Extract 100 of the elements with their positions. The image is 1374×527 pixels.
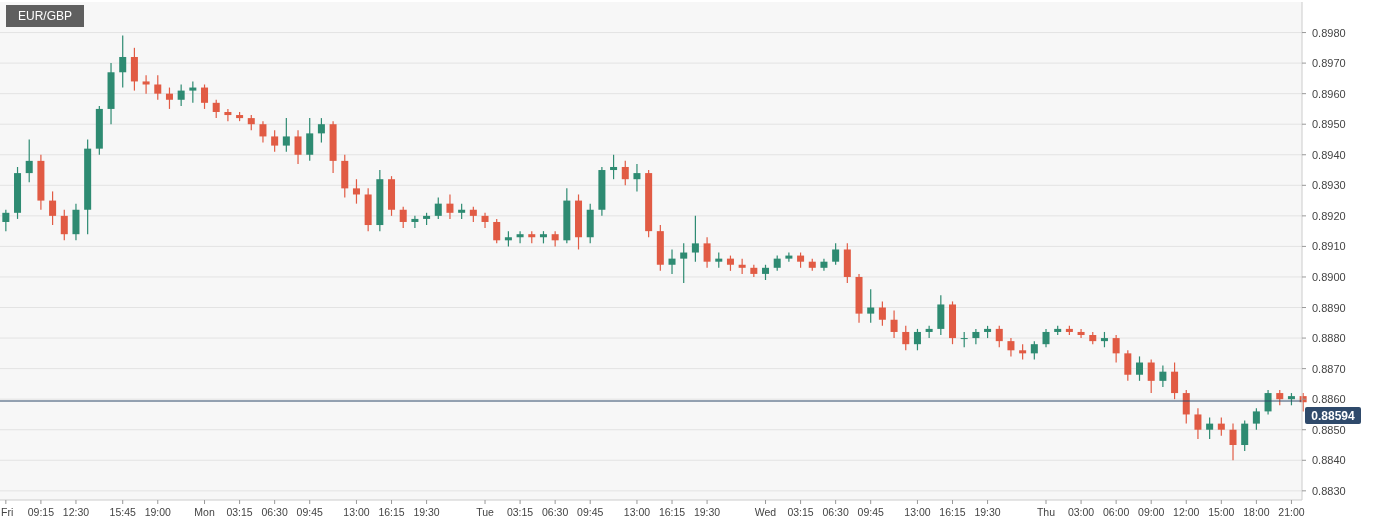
candlestick bbox=[317, 117, 325, 144]
x-tick-label: 06:30 bbox=[542, 506, 569, 518]
candlestick bbox=[995, 325, 1003, 348]
text: EUR/GBP bbox=[17, 9, 73, 23]
candlestick bbox=[867, 288, 875, 324]
candlestick bbox=[680, 242, 688, 284]
candlestick bbox=[154, 74, 162, 101]
y-tick-label: 0.8830 bbox=[1312, 484, 1346, 497]
candlestick bbox=[738, 258, 746, 275]
x-tick-label: 19:00 bbox=[144, 506, 172, 518]
y-tick-label: 0.8920 bbox=[1312, 209, 1346, 222]
x-tick-label: 03:00 bbox=[1067, 506, 1095, 518]
y-tick-label: 0.8960 bbox=[1312, 87, 1346, 100]
candlestick bbox=[610, 154, 618, 180]
candlestick bbox=[212, 99, 220, 119]
candlestick bbox=[1077, 328, 1085, 339]
candlestick bbox=[972, 328, 980, 345]
x-tick-label: 19:30 bbox=[413, 506, 440, 518]
candlestick bbox=[633, 163, 641, 193]
y-tick-label: 0.8860 bbox=[1312, 393, 1346, 406]
x-tick-label: 13:00 bbox=[343, 506, 370, 518]
x-tick-label: Mon bbox=[194, 506, 215, 518]
candlestick bbox=[481, 212, 489, 229]
candlestick bbox=[224, 108, 232, 122]
x-tick-label: Thu bbox=[1036, 506, 1056, 518]
x-tick-label: 09:45 bbox=[296, 506, 324, 518]
candlestick bbox=[1299, 392, 1307, 412]
candlestick bbox=[1159, 364, 1167, 388]
candlestick bbox=[259, 120, 267, 144]
candlestick bbox=[493, 218, 501, 244]
x-tick-label: Fri bbox=[1, 506, 14, 518]
y-tick-label: 0.8840 bbox=[1312, 454, 1346, 467]
x-tick-label: 12:30 bbox=[62, 506, 90, 518]
candlestick bbox=[294, 129, 302, 165]
x-tick-label: 09:15 bbox=[27, 506, 55, 518]
y-tick-label: 0.8970 bbox=[1312, 57, 1346, 70]
candlestick bbox=[2, 209, 10, 232]
x-tick-label: 03:15 bbox=[506, 506, 534, 518]
candlestick bbox=[785, 251, 793, 263]
y-tick-label: 0.8900 bbox=[1312, 270, 1346, 283]
x-tick-label: 15:00 bbox=[1208, 506, 1235, 518]
x-tick-label: 13:00 bbox=[623, 506, 651, 518]
candlestick bbox=[411, 215, 419, 229]
x-tick-label: 16:15 bbox=[378, 506, 405, 518]
x-tick-label: 19:30 bbox=[693, 506, 721, 518]
x-tick-label: 06:30 bbox=[822, 506, 849, 518]
x-tick-label: 15:45 bbox=[109, 506, 137, 518]
ref-line-label: 0.88594 bbox=[1311, 409, 1356, 424]
candlestick bbox=[271, 129, 279, 153]
y-tick-label: 0.8910 bbox=[1312, 240, 1346, 253]
x-tick-label: Wed bbox=[754, 506, 777, 518]
y-tick-label: 0.8950 bbox=[1312, 118, 1346, 131]
y-tick-label: 0.8980 bbox=[1312, 26, 1346, 39]
x-tick-label: 06:00 bbox=[1102, 506, 1130, 518]
x-tick-label: 03:15 bbox=[787, 506, 814, 518]
candlestick bbox=[902, 325, 910, 351]
y-tick-label: 0.8870 bbox=[1312, 362, 1346, 375]
candlestick bbox=[1252, 407, 1260, 431]
candlestick bbox=[142, 74, 150, 95]
candlestick bbox=[1241, 419, 1249, 452]
candlestick bbox=[1112, 334, 1120, 364]
candlestick bbox=[1147, 358, 1155, 394]
x-tick-label: 09:45 bbox=[577, 506, 604, 518]
candlestick bbox=[399, 206, 407, 229]
candlestick bbox=[1171, 361, 1179, 400]
candlestick bbox=[352, 178, 360, 205]
candlestick bbox=[1206, 416, 1214, 440]
candlestick bbox=[878, 300, 886, 327]
candlestick bbox=[1217, 416, 1225, 437]
y-tick-label: 0.8890 bbox=[1312, 301, 1346, 314]
candlestick bbox=[165, 86, 173, 110]
candlestick bbox=[1136, 355, 1144, 382]
candlestick bbox=[282, 117, 290, 153]
candlestick bbox=[925, 325, 933, 339]
candlestick bbox=[691, 215, 699, 263]
candlestick bbox=[1030, 340, 1038, 361]
candlestick bbox=[201, 83, 209, 110]
x-tick-label: 16:15 bbox=[658, 506, 686, 518]
candlestick bbox=[25, 138, 33, 183]
candlestick bbox=[177, 83, 185, 107]
candlestick bbox=[1229, 423, 1237, 461]
candlestick bbox=[434, 196, 442, 220]
x-tick-label: 18:00 bbox=[1243, 506, 1270, 518]
x-tick-label: 19:30 bbox=[974, 506, 1001, 518]
y-tick-label: 0.8940 bbox=[1312, 148, 1346, 161]
y-tick-label: 0.8850 bbox=[1312, 423, 1346, 436]
candlestick bbox=[621, 160, 629, 186]
y-tick-label: 0.8930 bbox=[1312, 179, 1346, 192]
candlestick bbox=[832, 242, 840, 266]
candlestick bbox=[703, 236, 711, 269]
candlestick bbox=[913, 328, 921, 351]
candlestick bbox=[189, 80, 197, 104]
x-tick-label: 21:00 bbox=[1278, 506, 1305, 518]
x-tick-label: 12:00 bbox=[1173, 506, 1200, 518]
candlestick bbox=[1194, 407, 1202, 440]
y-tick-label: 0.8880 bbox=[1312, 332, 1346, 345]
candlestick bbox=[516, 230, 524, 244]
candlestick bbox=[551, 230, 559, 248]
candlestick bbox=[306, 117, 314, 162]
candlestick bbox=[446, 193, 454, 220]
